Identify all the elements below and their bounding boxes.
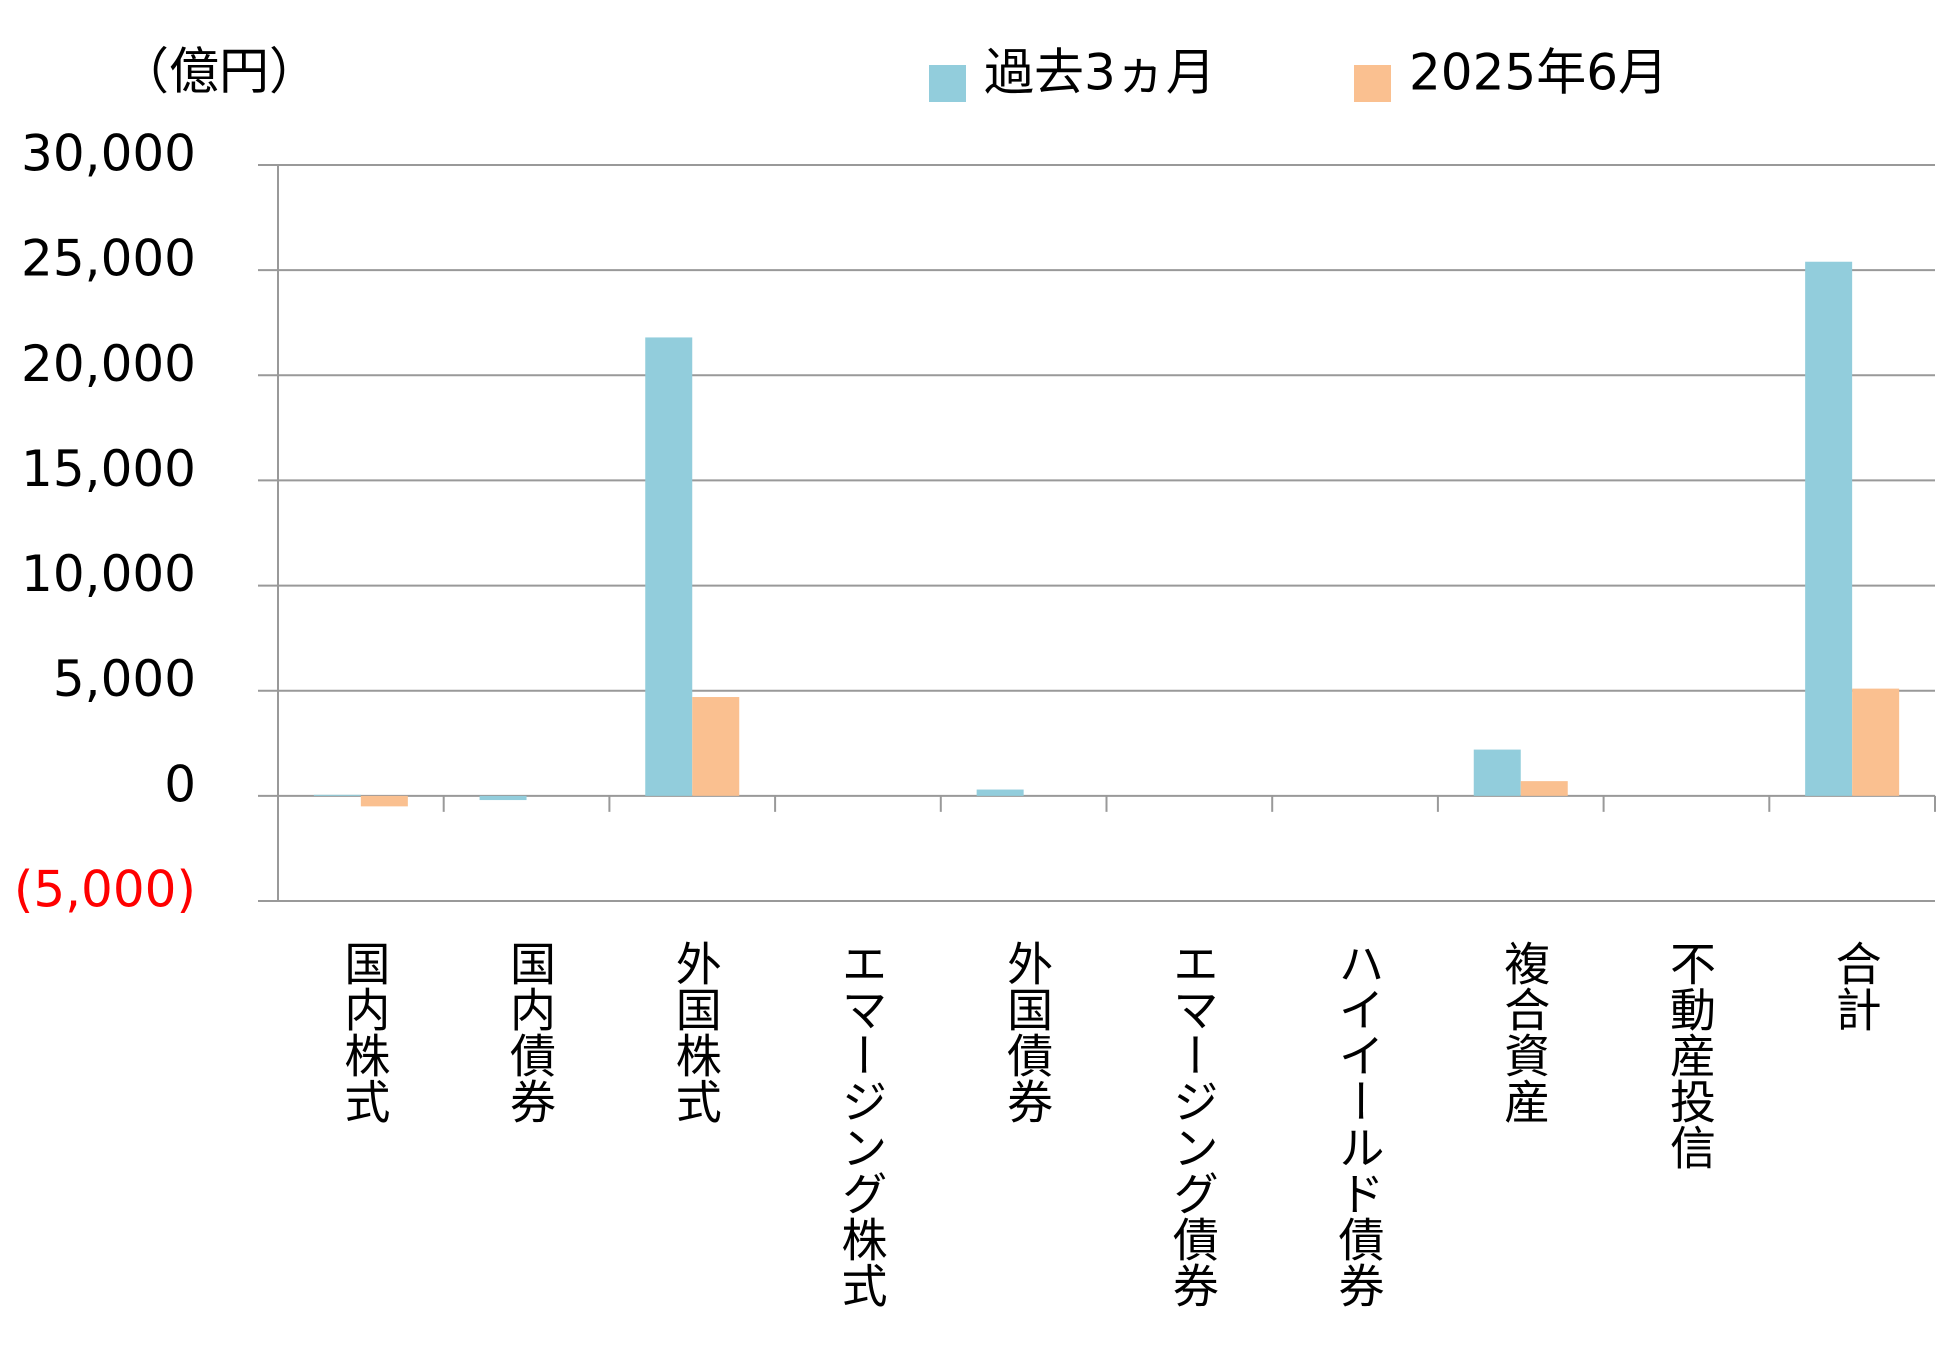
x-tick-label: エマージング債券 xyxy=(1166,940,1220,1308)
bar xyxy=(1805,261,1853,796)
legend-label: 2025年6月 xyxy=(1409,44,1668,102)
y-tick-label: 30,000 xyxy=(21,125,196,183)
bar xyxy=(645,337,693,796)
x-tick-label: 外国株式 xyxy=(669,940,723,1124)
x-tick-label: 国内株式 xyxy=(337,940,391,1124)
y-tick-label: 20,000 xyxy=(21,335,196,393)
bar xyxy=(692,697,740,796)
y-tick-label: 25,000 xyxy=(21,230,196,288)
y-tick-label: 15,000 xyxy=(21,440,196,498)
x-tick-label: 複合資産 xyxy=(1497,940,1551,1124)
x-tick-label: 不動産投信 xyxy=(1663,940,1717,1170)
bar xyxy=(976,789,1024,796)
bar xyxy=(1852,688,1900,796)
bar xyxy=(313,794,361,796)
bar xyxy=(360,795,408,807)
bar xyxy=(479,795,527,801)
legend-swatch xyxy=(929,65,966,102)
y-tick-label: 10,000 xyxy=(21,545,196,603)
x-tick-label: ハイイールド債券 xyxy=(1332,940,1386,1308)
bar xyxy=(1520,781,1568,796)
y-tick-label: (5,000) xyxy=(14,861,196,919)
y-tick-label: 0 xyxy=(164,755,196,813)
unit-label: （億円） xyxy=(119,43,319,101)
x-tick-label: エマージング株式 xyxy=(834,940,888,1308)
bar xyxy=(1473,749,1521,796)
legend-label: 過去3ヵ月 xyxy=(984,44,1216,102)
x-tick-label: 合計 xyxy=(1829,940,1883,1032)
legend-swatch xyxy=(1354,65,1391,102)
y-tick-label: 5,000 xyxy=(53,650,196,708)
x-tick-label: 国内債券 xyxy=(503,940,557,1124)
x-tick-label: 外国債券 xyxy=(1000,940,1054,1124)
